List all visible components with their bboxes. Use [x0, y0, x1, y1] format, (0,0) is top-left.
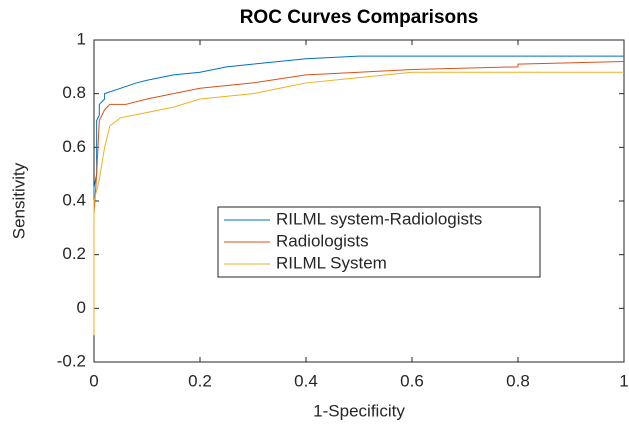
y-tick-label: 0.2 — [62, 244, 86, 263]
roc-line — [93, 55, 624, 336]
legend-box — [217, 206, 541, 278]
x-tick-label: 0.8 — [506, 371, 530, 390]
y-tick-label: -0.2 — [57, 351, 86, 370]
legend-label: Radiologists — [276, 231, 369, 250]
y-tick-label: 0 — [77, 298, 86, 317]
x-tick-label: 0.2 — [188, 371, 212, 390]
x-tick-label: 0 — [89, 371, 98, 390]
x-tick-label: 1 — [619, 371, 628, 390]
x-axis-label: 1-Specificity — [313, 401, 405, 420]
y-tick-label: 0.6 — [62, 137, 86, 156]
legend: RILML system-Radiologists Radiologists RIL… — [217, 206, 541, 278]
chart-title: ROC Curves Comparisons — [240, 7, 479, 28]
y-tick-label: 1 — [77, 29, 86, 48]
legend-label: RILML system-Radiologists — [276, 209, 482, 228]
roc-line — [93, 71, 624, 336]
plot-frame — [93, 39, 625, 363]
roc-line — [93, 60, 625, 336]
y-tick-label: 0.8 — [62, 83, 86, 102]
x-tick-label: 0.6 — [400, 371, 424, 390]
y-tick-label: 0.4 — [62, 190, 86, 209]
y-axis-label: Sensitivity — [9, 162, 28, 239]
x-tick-label: 0.4 — [294, 371, 318, 390]
legend-label: RILML System — [276, 253, 387, 272]
